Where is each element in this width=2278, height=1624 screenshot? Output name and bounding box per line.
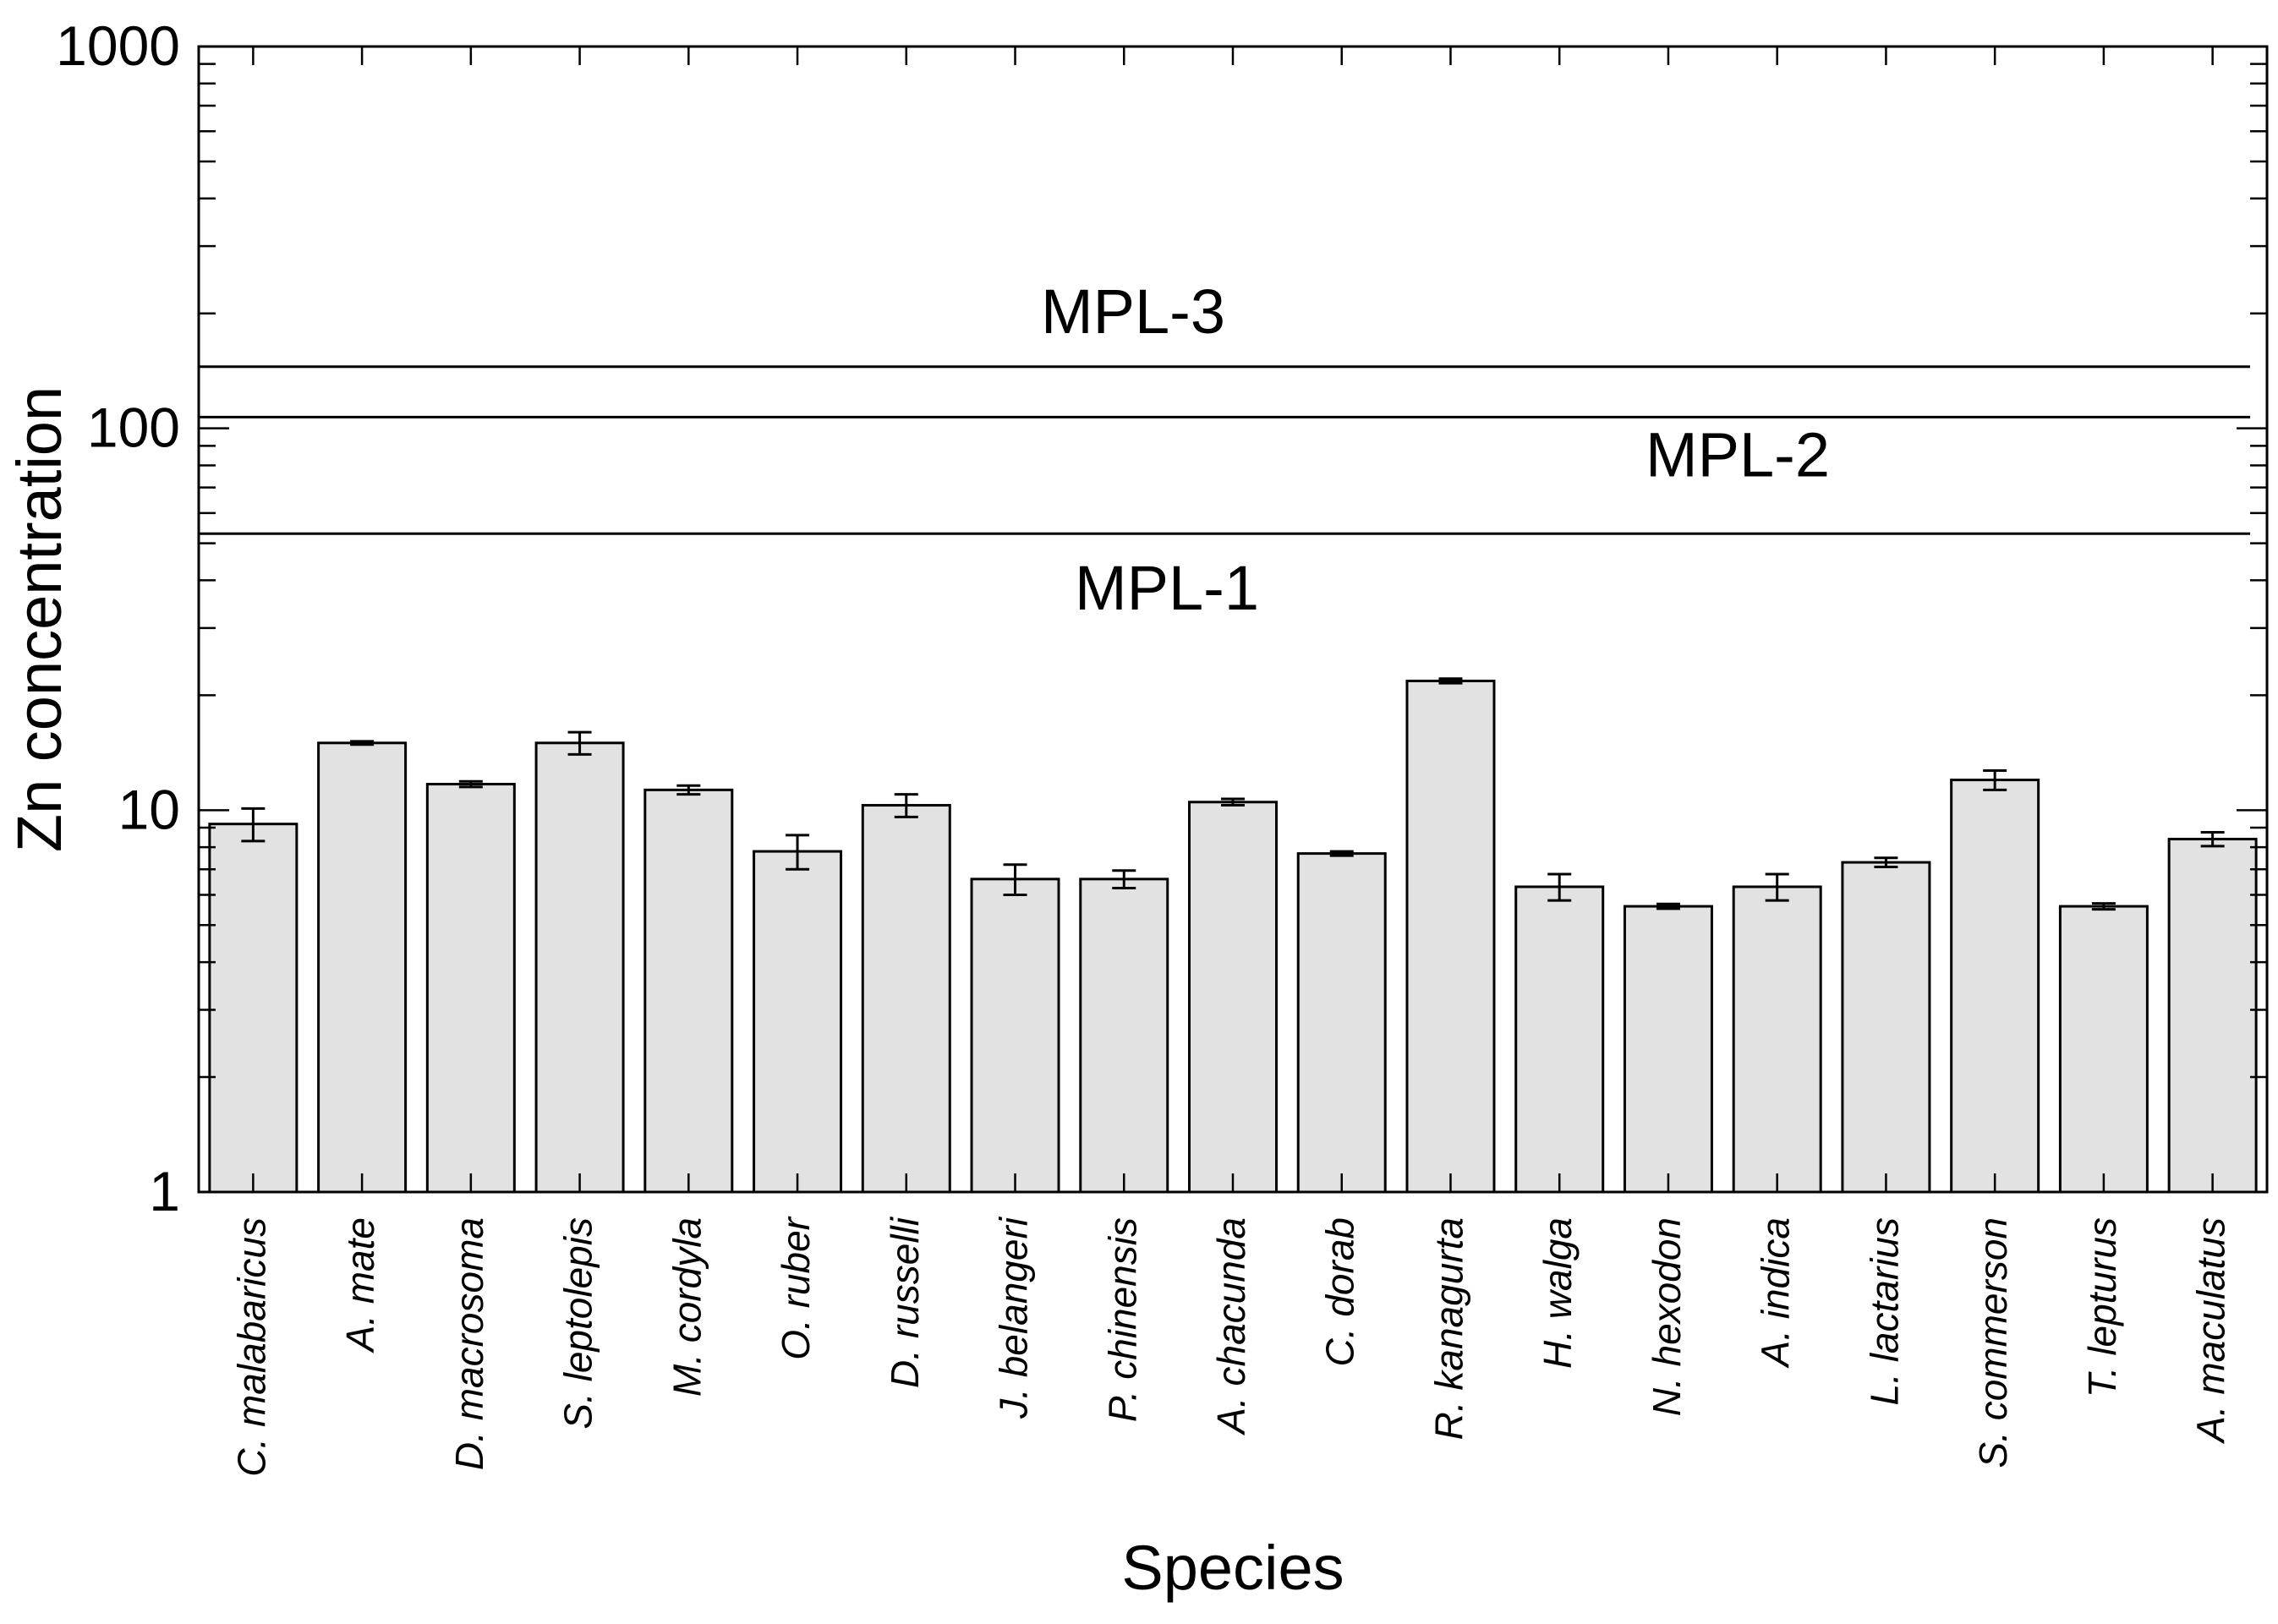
category-label-15: L. lactarius (1862, 1217, 1906, 1405)
bar-16 (1950, 779, 2040, 1194)
category-label-16: S. commerson (1971, 1217, 2015, 1468)
reference-lines-group (199, 365, 2250, 535)
error-bar-18 (2200, 831, 2225, 848)
error-bar-4 (676, 784, 701, 796)
error-bar-10 (1329, 850, 1354, 857)
error-bar-2 (458, 779, 483, 789)
bar-17 (2058, 905, 2149, 1194)
error-bar-1 (350, 740, 375, 746)
category-label-6: D. russelli (883, 1216, 927, 1388)
bar-3 (534, 741, 625, 1194)
error-bar-5 (786, 834, 810, 871)
category-label-11: R. kanagurta (1426, 1217, 1470, 1440)
bar-12 (1514, 885, 1605, 1194)
category-label-13: N. hexodon (1645, 1217, 1689, 1416)
y-tick-label-1: 1 (149, 1160, 180, 1222)
labels-group: C. malabaricus A. mate D. macrosoma S. lept… (4, 14, 2233, 1603)
plot-frame (197, 45, 2269, 1194)
bar-0 (208, 823, 298, 1194)
category-label-17: T. lepturus (2080, 1217, 2124, 1397)
category-label-7: J. belangeri (992, 1216, 1036, 1419)
category-label-18: A. maculatus (2189, 1217, 2233, 1445)
bar-1 (317, 741, 408, 1194)
bar-4 (643, 788, 734, 1194)
y-tick-label-100: 100 (87, 396, 180, 459)
error-bars-group (241, 677, 2225, 911)
x-axis-title: Species (1121, 1533, 1344, 1603)
error-bar-12 (1547, 872, 1572, 902)
category-label-9: A. chacunda (1209, 1217, 1253, 1436)
bar-10 (1296, 852, 1387, 1194)
ref-label-mpl-2: MPL-2 (1646, 419, 1830, 489)
bar-18 (2167, 838, 2258, 1194)
bar-7 (970, 878, 1060, 1194)
bar-6 (861, 804, 951, 1194)
error-bar-13 (1656, 902, 1680, 910)
bar-5 (753, 850, 843, 1194)
error-bar-16 (1983, 768, 2007, 791)
y-axis-title: Zn concentration (4, 386, 74, 852)
error-bar-6 (894, 793, 918, 818)
error-bar-15 (1874, 856, 1898, 869)
y-tick-label-10: 10 (118, 778, 180, 840)
category-label-14: A. indica (1754, 1217, 1798, 1369)
error-bar-14 (1765, 872, 1789, 902)
error-bar-0 (241, 807, 266, 843)
error-bar-7 (1003, 863, 1027, 897)
bar-11 (1405, 679, 1496, 1194)
category-label-2: D. macrosoma (447, 1217, 491, 1470)
category-label-3: S. leptolepis (556, 1217, 600, 1430)
bar-14 (1732, 885, 1822, 1194)
axes-group (197, 45, 2269, 1194)
category-label-10: C. dorab (1318, 1217, 1362, 1366)
bar-15 (1841, 861, 1931, 1194)
error-bar-17 (2091, 902, 2116, 911)
bars-group (208, 679, 2258, 1194)
ref-label-mpl-1: MPL-1 (1075, 553, 1259, 623)
bar-2 (425, 783, 516, 1194)
bar-8 (1079, 878, 1169, 1194)
ref-label-mpl-3: MPL-3 (1041, 276, 1225, 347)
category-label-4: M. cordyla (665, 1217, 709, 1397)
category-label-8: P. chinensis (1100, 1217, 1144, 1422)
y-tick-label-1000: 1000 (56, 14, 180, 77)
bar-9 (1188, 801, 1278, 1194)
category-label-0: C. malabaricus (229, 1217, 273, 1477)
error-bar-9 (1221, 797, 1245, 807)
error-bar-8 (1112, 869, 1136, 890)
category-label-5: O. ruber (774, 1216, 818, 1359)
category-label-1: A. mate (338, 1217, 382, 1354)
category-label-12: H. walga (1536, 1217, 1580, 1369)
bar-13 (1623, 905, 1713, 1194)
error-bar-3 (567, 730, 592, 756)
error-bar-11 (1438, 677, 1463, 685)
